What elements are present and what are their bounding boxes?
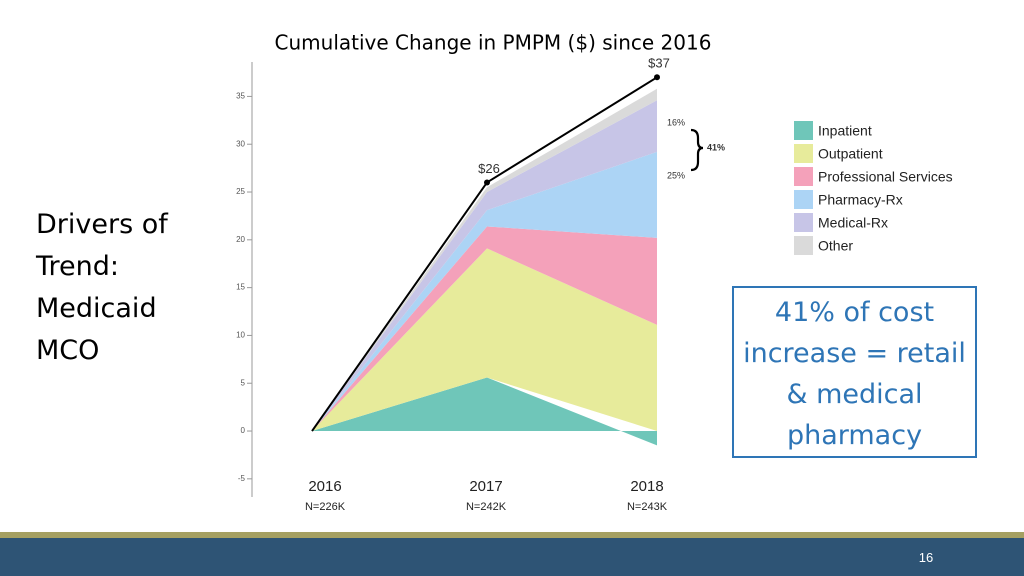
heading-line: MCO bbox=[36, 335, 100, 366]
annotation: 16% bbox=[667, 117, 685, 127]
annotation: 25% bbox=[667, 170, 685, 180]
total-label: $26 bbox=[478, 161, 500, 176]
area bbox=[312, 226, 657, 432]
legend-swatch bbox=[794, 213, 813, 232]
legend-label: Professional Services bbox=[818, 169, 953, 185]
y-tick-label: 0 bbox=[241, 426, 246, 435]
page-number: 16 bbox=[918, 550, 934, 565]
legend-swatch bbox=[794, 190, 813, 209]
legend-label: Medical-Rx bbox=[818, 215, 888, 231]
legend-label: Pharmacy-Rx bbox=[818, 192, 903, 208]
callout-line: increase = retail bbox=[743, 338, 966, 369]
legend-label: Outpatient bbox=[818, 146, 883, 162]
legend-swatch bbox=[794, 144, 813, 163]
footer-bar bbox=[0, 538, 1024, 576]
area bbox=[312, 377, 657, 446]
area bbox=[312, 151, 657, 432]
y-tick-label: 35 bbox=[236, 92, 245, 101]
area bbox=[312, 100, 657, 432]
total-point bbox=[484, 179, 490, 186]
heading-line: Drivers of bbox=[36, 209, 168, 240]
legend-label: Inpatient bbox=[818, 123, 872, 139]
heading-line: Medicaid bbox=[36, 293, 157, 324]
x-sample-label: N=242K bbox=[466, 501, 507, 513]
heading-line: Trend: bbox=[36, 251, 119, 282]
y-tick-label: 10 bbox=[236, 331, 245, 340]
callout-line: 41% of cost bbox=[774, 297, 935, 328]
y-tick-label: 30 bbox=[236, 139, 245, 148]
footer-strip bbox=[0, 532, 1024, 538]
legend-swatch bbox=[794, 121, 813, 140]
y-tick-label: 15 bbox=[236, 283, 245, 292]
legend-swatch bbox=[794, 236, 813, 255]
total-label: $37 bbox=[648, 56, 670, 71]
legend-label: Other bbox=[818, 238, 853, 254]
x-tick-label: 2018 bbox=[630, 478, 663, 495]
y-tick-label: -5 bbox=[238, 474, 246, 483]
x-sample-label: N=226K bbox=[305, 501, 346, 513]
y-tick-label: 25 bbox=[236, 187, 245, 196]
area bbox=[312, 248, 657, 432]
annotation: 41% bbox=[707, 142, 725, 152]
callout-line: pharmacy bbox=[786, 420, 923, 451]
x-tick-label: 2016 bbox=[308, 478, 341, 495]
x-tick-label: 2017 bbox=[469, 478, 502, 495]
y-tick-label: 5 bbox=[241, 378, 246, 387]
brace bbox=[690, 128, 704, 172]
y-tick-label: 20 bbox=[236, 235, 245, 244]
heading: Drivers of Trend: Medicaid MCO bbox=[36, 204, 168, 372]
chart: Cumulative Change in PMPM ($) since 2016… bbox=[236, 31, 953, 513]
callout-line: & medical bbox=[786, 379, 923, 410]
callout-box: 41% of cost increase = retail & medical … bbox=[732, 286, 977, 458]
total-point bbox=[654, 74, 660, 81]
legend-swatch bbox=[794, 167, 813, 186]
x-sample-label: N=243K bbox=[627, 501, 668, 513]
chart-title: Cumulative Change in PMPM ($) since 2016 bbox=[275, 31, 712, 55]
